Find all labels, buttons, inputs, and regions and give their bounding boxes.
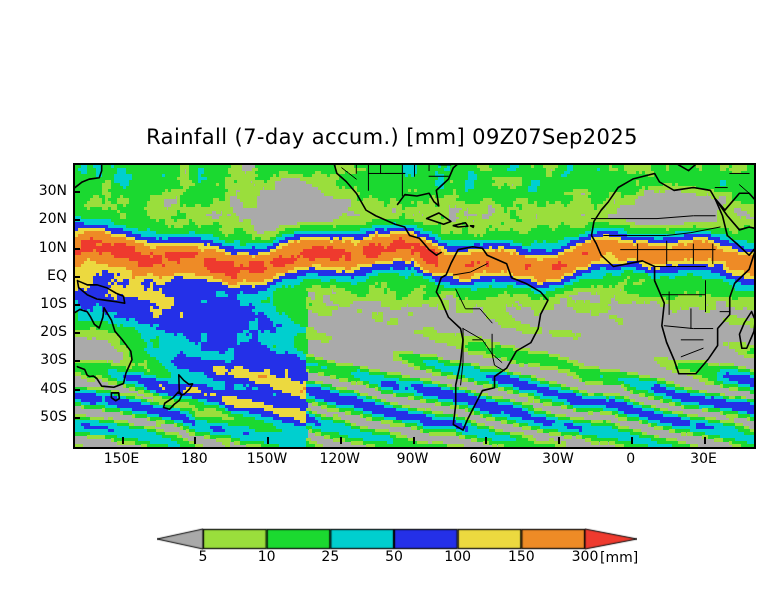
longitude-tick-mark xyxy=(630,437,633,444)
longitude-tick-mark xyxy=(339,437,342,444)
longitude-tick-mark xyxy=(703,437,706,444)
rainfall-raster xyxy=(75,165,754,447)
longitude-axis: 150E 180 150W 120W 90W 60W 30W 0 30E xyxy=(73,452,752,474)
latitude-tick-mark xyxy=(73,247,80,250)
latitude-tick-mark xyxy=(73,191,80,194)
latitude-tick-mark xyxy=(73,360,80,363)
colorbar-tick-label: 10 xyxy=(257,549,276,565)
longitude-tick-label: 150W xyxy=(246,451,288,467)
page-title: Rainfall (7-day accum.) [mm] 09Z07Sep202… xyxy=(146,125,638,149)
colorbar-tick-label: 25 xyxy=(321,549,340,565)
latitude-tick-label: 10S xyxy=(40,296,67,312)
longitude-tick-label: 30E xyxy=(690,451,717,467)
latitude-tick-label: 20S xyxy=(40,324,67,341)
latitude-tick-label: 30S xyxy=(40,352,67,369)
latitude-tick-mark xyxy=(73,388,80,391)
longitude-tick-mark xyxy=(267,437,269,444)
longitude-tick-label: 90W xyxy=(396,451,429,467)
colorbar-tick-label: 50 xyxy=(385,549,403,565)
latitude-tick-mark xyxy=(73,219,80,222)
colorbar xyxy=(157,528,637,550)
colorbar-tick-label: 150 xyxy=(507,549,535,565)
latitude-tick-label: 30N xyxy=(38,183,67,200)
colorbar-tick-label: 100 xyxy=(444,549,472,565)
longitude-tick-label: 150E xyxy=(103,451,140,467)
colorbar-tick-label: 300 xyxy=(571,549,599,565)
latitude-tick-label: 20N xyxy=(38,211,67,228)
latitude-tick-label: 40S xyxy=(40,380,67,397)
longitude-tick-label: 0 xyxy=(626,451,636,467)
latitude-tick-label: 50S xyxy=(40,408,67,425)
longitude-tick-mark xyxy=(558,437,560,444)
colorbar-swatches xyxy=(157,528,637,550)
colorbar-unit-label: [mm] xyxy=(600,550,639,566)
longitude-tick-label: 60W xyxy=(469,451,502,467)
latitude-axis: 30N 20N 10N EQ 10S 20S 30S 40S 50S xyxy=(14,163,67,445)
latitude-tick-label: EQ xyxy=(47,267,67,284)
latitude-tick-mark xyxy=(73,416,80,419)
longitude-tick-mark xyxy=(485,437,488,444)
latitude-tick-mark xyxy=(73,275,80,278)
colorbar-tick-label: 5 xyxy=(198,549,208,565)
longitude-tick-mark xyxy=(194,437,197,444)
longitude-tick-mark xyxy=(121,437,124,444)
map-plot-area xyxy=(73,163,756,449)
colorbar-tick-labels: 5 10 25 50 100 150 300 xyxy=(157,550,637,570)
longitude-tick-label: 120W xyxy=(319,451,361,467)
latitude-tick-mark xyxy=(73,332,80,335)
latitude-tick-mark xyxy=(73,304,80,306)
latitude-tick-label: 10N xyxy=(38,239,67,256)
longitude-tick-label: 180 xyxy=(180,451,208,467)
longitude-tick-label: 30W xyxy=(542,451,574,467)
longitude-tick-mark xyxy=(412,437,415,444)
